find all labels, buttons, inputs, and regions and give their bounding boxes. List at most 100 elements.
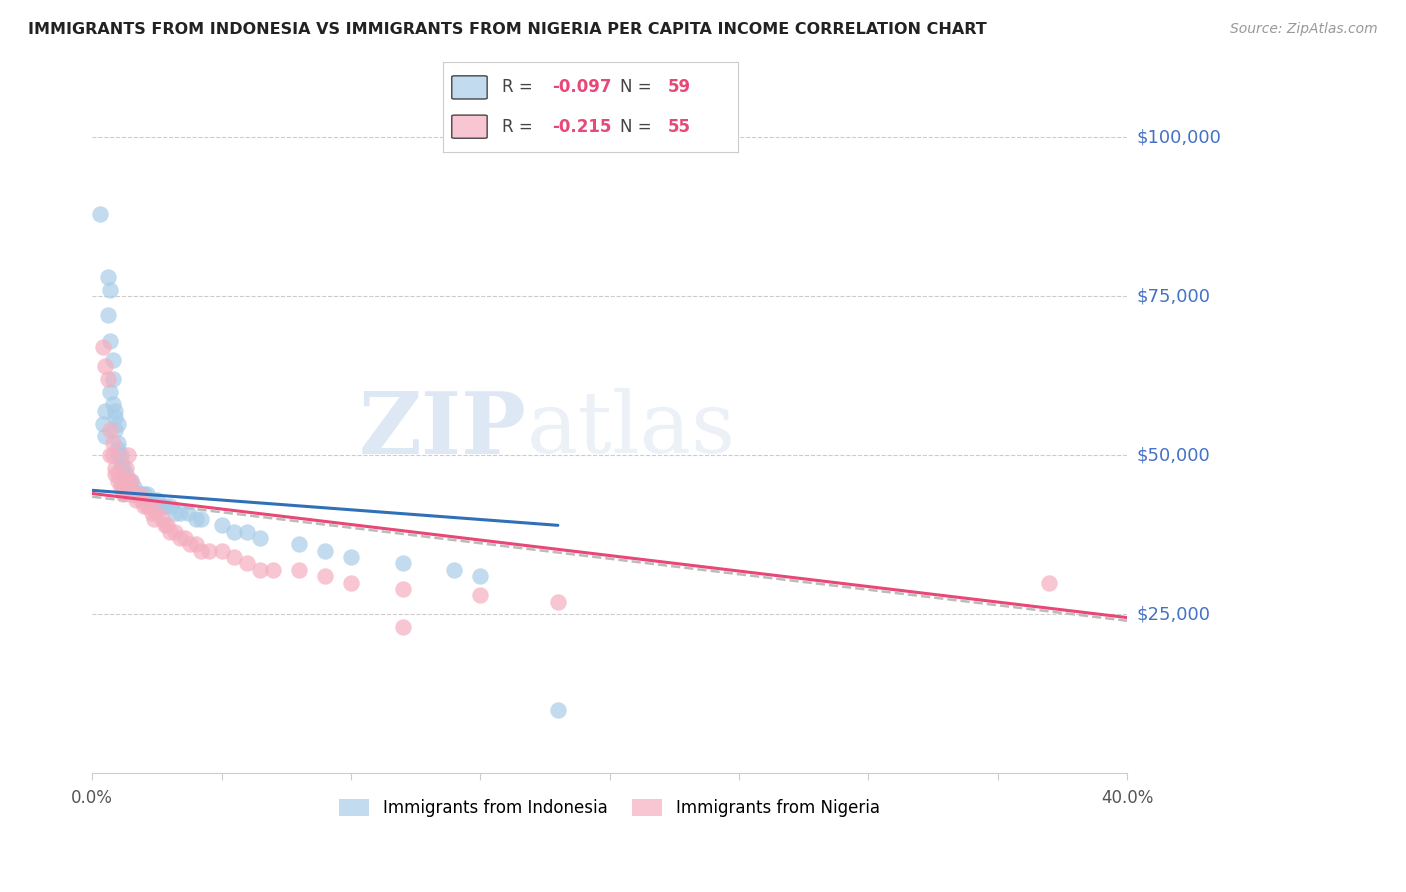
Point — [101, 372, 124, 386]
Text: $75,000: $75,000 — [1137, 287, 1211, 305]
Point — [104, 404, 127, 418]
Point — [150, 500, 173, 514]
Text: $25,000: $25,000 — [1137, 606, 1211, 624]
Point — [107, 448, 129, 462]
Text: IMMIGRANTS FROM INDONESIA VS IMMIGRANTS FROM NIGERIA PER CAPITA INCOME CORRELATI: IMMIGRANTS FROM INDONESIA VS IMMIGRANTS … — [28, 22, 987, 37]
Point — [98, 334, 121, 348]
Point — [184, 512, 207, 526]
Point — [104, 467, 127, 482]
Text: ZIP: ZIP — [359, 388, 527, 472]
Point — [98, 448, 121, 462]
Point — [110, 461, 132, 475]
Point — [470, 588, 492, 602]
Point — [288, 537, 311, 551]
Point — [184, 537, 207, 551]
Text: R =: R = — [502, 118, 538, 136]
Point — [169, 506, 191, 520]
Point — [143, 512, 166, 526]
Point — [112, 480, 135, 494]
Point — [98, 283, 121, 297]
Point — [249, 563, 271, 577]
Point — [138, 500, 160, 514]
Point — [159, 500, 181, 514]
Point — [141, 492, 163, 507]
Point — [107, 417, 129, 431]
Point — [110, 474, 132, 488]
Text: -0.215: -0.215 — [553, 118, 612, 136]
Point — [94, 359, 117, 374]
Point — [101, 435, 124, 450]
Point — [211, 543, 233, 558]
Text: -0.097: -0.097 — [553, 78, 612, 96]
Point — [391, 557, 413, 571]
Point — [125, 486, 148, 500]
Point — [262, 563, 284, 577]
Point — [114, 474, 136, 488]
Point — [117, 474, 139, 488]
Point — [391, 582, 413, 596]
Point — [94, 404, 117, 418]
Point — [122, 480, 145, 494]
Point — [132, 486, 155, 500]
Point — [236, 524, 259, 539]
Point — [104, 410, 127, 425]
Point — [159, 524, 181, 539]
Point — [148, 500, 170, 514]
Point — [120, 486, 142, 500]
Point — [117, 448, 139, 462]
Point — [146, 506, 169, 520]
Point — [117, 480, 139, 494]
Point — [114, 467, 136, 482]
Point — [391, 620, 413, 634]
Point — [120, 480, 142, 494]
Text: $100,000: $100,000 — [1137, 128, 1222, 146]
Text: R =: R = — [502, 78, 538, 96]
Point — [107, 467, 129, 482]
Point — [104, 461, 127, 475]
Point — [169, 531, 191, 545]
Point — [236, 557, 259, 571]
Point — [141, 506, 163, 520]
Point — [314, 569, 336, 583]
Point — [314, 543, 336, 558]
Point — [112, 486, 135, 500]
Text: N =: N = — [620, 118, 657, 136]
Text: $50,000: $50,000 — [1137, 446, 1211, 465]
Point — [156, 518, 179, 533]
Point — [104, 423, 127, 437]
Point — [112, 467, 135, 482]
Point — [107, 474, 129, 488]
Point — [211, 518, 233, 533]
Point — [120, 474, 142, 488]
Text: 59: 59 — [668, 78, 690, 96]
Point — [177, 506, 200, 520]
Point — [224, 524, 246, 539]
Point — [98, 384, 121, 399]
Point — [163, 524, 186, 539]
Point — [179, 537, 201, 551]
Point — [107, 442, 129, 456]
Point — [470, 569, 492, 583]
Point — [101, 448, 124, 462]
Point — [112, 461, 135, 475]
Point — [122, 486, 145, 500]
Point — [97, 372, 120, 386]
Point — [174, 531, 197, 545]
Point — [1038, 575, 1060, 590]
Point — [128, 486, 150, 500]
Point — [190, 543, 212, 558]
Point — [138, 492, 160, 507]
Point — [94, 429, 117, 443]
FancyBboxPatch shape — [451, 115, 486, 138]
Point — [146, 492, 169, 507]
Point — [153, 518, 176, 533]
Point — [131, 492, 153, 507]
Point — [101, 352, 124, 367]
Point — [110, 448, 132, 462]
Point — [101, 397, 124, 411]
Point — [547, 595, 569, 609]
Point — [114, 461, 136, 475]
Point — [132, 500, 155, 514]
Point — [288, 563, 311, 577]
Point — [224, 550, 246, 565]
